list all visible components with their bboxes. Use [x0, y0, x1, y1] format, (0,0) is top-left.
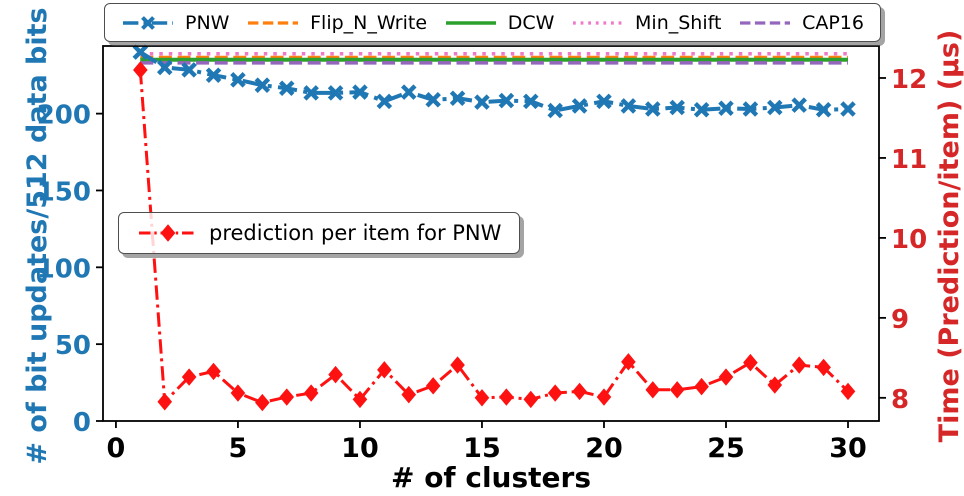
legend-label-min-shift: Min_Shift: [635, 11, 722, 34]
legend-item-prediction-per-item-for-pnw: prediction per item for PNW: [137, 221, 501, 245]
plot-frame: [102, 45, 880, 422]
legend-item-dcw: DCW: [444, 11, 555, 34]
legend-label-pnw: PNW: [185, 11, 230, 34]
left-axis-ticks: 0 50 100 150 200: [37, 101, 103, 438]
legend-item-pnw: PNW: [121, 12, 229, 34]
dcw-line-sample: [445, 20, 496, 25]
svg-text:9: 9: [891, 305, 909, 335]
svg-text:8: 8: [891, 385, 909, 415]
left-y-axis-title: # of bit updates/512 data bits: [22, 7, 53, 464]
x-axis-ticks: 0 5 10 15 20 25 30: [107, 421, 867, 464]
legend-item-min-shift: Min_Shift: [571, 12, 721, 34]
flip-n-write-line-sample: [248, 20, 299, 25]
svg-text:200: 200: [37, 101, 91, 131]
series-pnw: [132, 44, 856, 119]
svg-text:0: 0: [107, 433, 126, 464]
x-axis-title: # of clusters: [391, 461, 591, 494]
inner-legend: prediction per item for PNW: [118, 212, 521, 254]
legend-label-cap16: CAP16: [802, 11, 864, 34]
right-y-axis-title: Time (Prediction/item) (µs): [934, 30, 964, 443]
pnw-line-sample: [123, 15, 173, 30]
svg-text:15: 15: [463, 433, 501, 464]
legend-label-flip-n-write: Flip_N_Write: [310, 11, 428, 34]
svg-text:0: 0: [73, 408, 91, 438]
plot-area: 0 5 10 15 20 25 30 0 50 100 150 200 8 9 10 11 12: [37, 44, 927, 464]
cap16-line-sample: [740, 20, 791, 25]
svg-text:11: 11: [891, 145, 927, 175]
svg-text:10: 10: [891, 225, 927, 255]
top-legend: PNW Flip_N_Write DCW Min_Shift CAP16: [104, 3, 881, 42]
right-axis-ticks: 8 9 10 11 12: [879, 65, 927, 415]
svg-text:150: 150: [37, 177, 91, 207]
svg-text:10: 10: [341, 433, 379, 464]
legend-label-prediction-per-item-for-pnw: prediction per item for PNW: [209, 221, 502, 245]
legend-item-cap16: CAP16: [738, 12, 864, 34]
min-shift-line-sample: [573, 20, 624, 25]
svg-text:50: 50: [55, 331, 91, 361]
svg-text:20: 20: [585, 433, 623, 464]
series-prediction-per-item-for-pnw: [133, 61, 856, 412]
prediction-per-item-for-pnw-line-sample: [139, 224, 197, 242]
svg-text:30: 30: [829, 433, 867, 464]
legend-label-dcw: DCW: [507, 11, 555, 34]
svg-text:12: 12: [891, 65, 927, 95]
svg-text:25: 25: [707, 433, 745, 464]
svg-text:5: 5: [229, 433, 248, 464]
svg-text:100: 100: [37, 254, 91, 284]
legend-item-flip-n-write: Flip_N_Write: [246, 12, 427, 34]
